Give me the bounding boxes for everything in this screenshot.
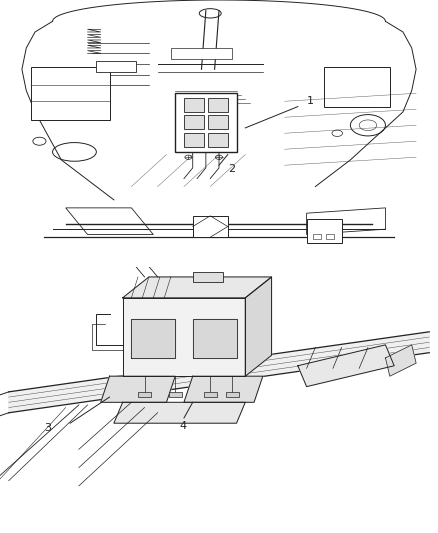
FancyBboxPatch shape xyxy=(208,133,228,147)
FancyBboxPatch shape xyxy=(138,392,151,397)
Polygon shape xyxy=(101,376,175,402)
FancyBboxPatch shape xyxy=(193,272,223,282)
FancyBboxPatch shape xyxy=(169,392,182,397)
Polygon shape xyxy=(184,376,263,402)
Polygon shape xyxy=(123,298,245,376)
Polygon shape xyxy=(385,345,416,376)
Polygon shape xyxy=(123,277,272,298)
FancyBboxPatch shape xyxy=(171,48,232,59)
FancyBboxPatch shape xyxy=(31,67,110,120)
Polygon shape xyxy=(131,319,175,358)
FancyBboxPatch shape xyxy=(208,98,228,112)
FancyBboxPatch shape xyxy=(208,116,228,130)
Polygon shape xyxy=(298,345,394,386)
Text: 4: 4 xyxy=(180,421,187,431)
FancyBboxPatch shape xyxy=(204,392,217,397)
FancyBboxPatch shape xyxy=(193,216,228,237)
FancyBboxPatch shape xyxy=(307,219,342,243)
Polygon shape xyxy=(114,402,245,423)
FancyBboxPatch shape xyxy=(184,133,204,147)
Polygon shape xyxy=(9,332,429,413)
Polygon shape xyxy=(245,277,272,376)
FancyBboxPatch shape xyxy=(226,392,239,397)
FancyBboxPatch shape xyxy=(313,233,321,239)
FancyBboxPatch shape xyxy=(96,61,136,72)
Text: 2: 2 xyxy=(228,164,235,174)
FancyBboxPatch shape xyxy=(184,116,204,130)
Polygon shape xyxy=(193,319,237,358)
FancyBboxPatch shape xyxy=(326,233,334,239)
FancyBboxPatch shape xyxy=(175,93,237,152)
Text: 1: 1 xyxy=(307,96,314,106)
FancyBboxPatch shape xyxy=(324,67,390,107)
Text: 3: 3 xyxy=(44,423,51,433)
FancyBboxPatch shape xyxy=(184,98,204,112)
